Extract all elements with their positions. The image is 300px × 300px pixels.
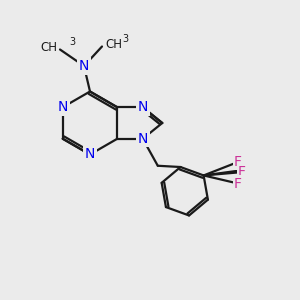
Text: CH: CH	[105, 38, 122, 51]
Text: N: N	[79, 59, 89, 73]
Text: N: N	[58, 100, 68, 114]
Text: F: F	[238, 165, 246, 179]
Text: N: N	[138, 132, 148, 146]
Text: 3: 3	[70, 37, 76, 47]
Text: CH: CH	[40, 40, 57, 54]
Text: N: N	[85, 148, 95, 161]
Text: 3: 3	[122, 34, 128, 44]
Text: N: N	[138, 100, 148, 114]
Text: F: F	[234, 176, 242, 190]
Text: F: F	[234, 155, 242, 169]
